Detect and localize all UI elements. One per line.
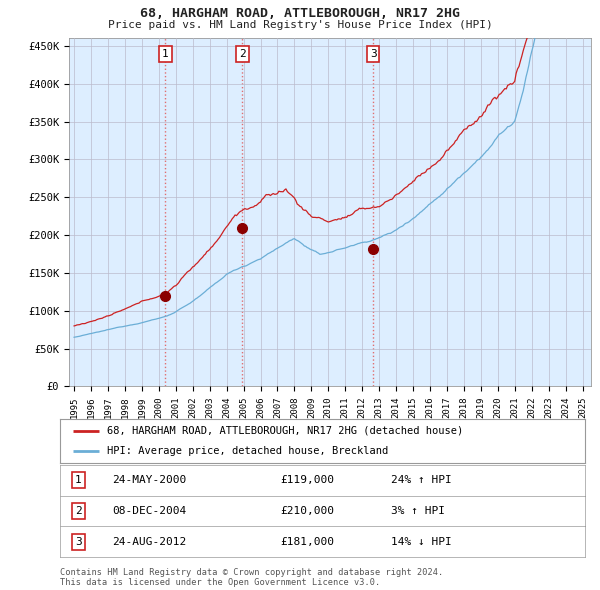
Text: Contains HM Land Registry data © Crown copyright and database right 2024.
This d: Contains HM Land Registry data © Crown c… bbox=[60, 568, 443, 587]
Text: £119,000: £119,000 bbox=[281, 476, 335, 485]
Text: 24-MAY-2000: 24-MAY-2000 bbox=[113, 476, 187, 485]
Text: 68, HARGHAM ROAD, ATTLEBOROUGH, NR17 2HG (detached house): 68, HARGHAM ROAD, ATTLEBOROUGH, NR17 2HG… bbox=[107, 426, 464, 436]
Text: 2: 2 bbox=[75, 506, 82, 516]
Text: 24% ↑ HPI: 24% ↑ HPI bbox=[391, 476, 452, 485]
Text: 68, HARGHAM ROAD, ATTLEBOROUGH, NR17 2HG: 68, HARGHAM ROAD, ATTLEBOROUGH, NR17 2HG bbox=[140, 7, 460, 20]
Text: HPI: Average price, detached house, Breckland: HPI: Average price, detached house, Brec… bbox=[107, 446, 389, 456]
Text: 3% ↑ HPI: 3% ↑ HPI bbox=[391, 506, 445, 516]
Text: 14% ↓ HPI: 14% ↓ HPI bbox=[391, 537, 452, 546]
Text: £181,000: £181,000 bbox=[281, 537, 335, 546]
Text: 24-AUG-2012: 24-AUG-2012 bbox=[113, 537, 187, 546]
Text: 08-DEC-2004: 08-DEC-2004 bbox=[113, 506, 187, 516]
Text: 1: 1 bbox=[162, 49, 169, 59]
Text: £210,000: £210,000 bbox=[281, 506, 335, 516]
Text: 1: 1 bbox=[75, 476, 82, 485]
Text: 3: 3 bbox=[75, 537, 82, 546]
Text: 2: 2 bbox=[239, 49, 246, 59]
Text: Price paid vs. HM Land Registry's House Price Index (HPI): Price paid vs. HM Land Registry's House … bbox=[107, 20, 493, 30]
Text: 3: 3 bbox=[370, 49, 377, 59]
